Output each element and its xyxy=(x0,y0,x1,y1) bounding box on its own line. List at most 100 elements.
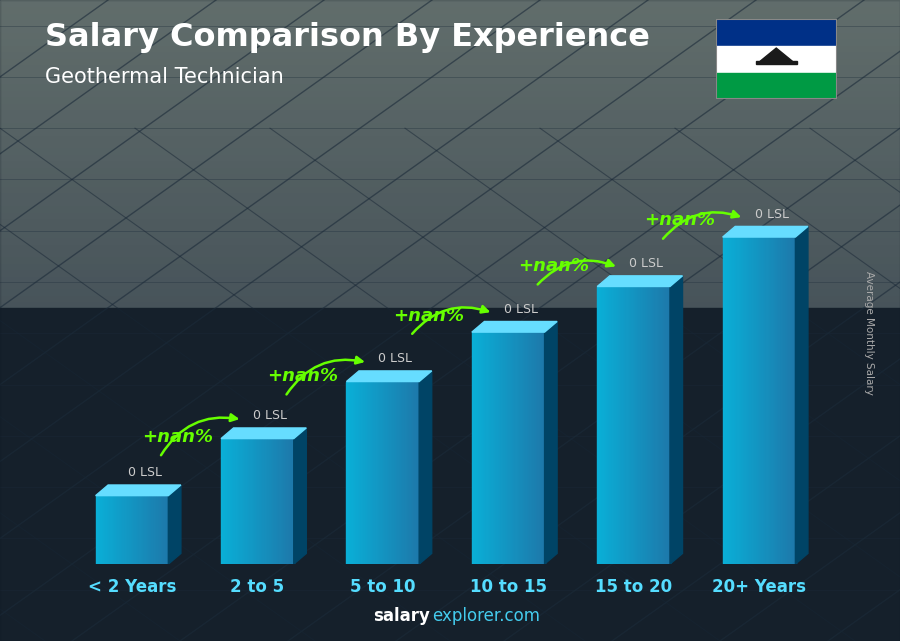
Bar xyxy=(371,381,373,564)
Bar xyxy=(783,237,786,564)
Bar xyxy=(752,237,754,564)
Polygon shape xyxy=(472,322,557,332)
Bar xyxy=(115,495,118,564)
Bar xyxy=(0,179,900,186)
Bar xyxy=(110,495,112,564)
Bar xyxy=(0,96,900,103)
Bar xyxy=(230,438,233,564)
Bar xyxy=(533,332,535,564)
Text: Geothermal Technician: Geothermal Technician xyxy=(45,67,284,87)
Bar xyxy=(0,212,900,218)
Bar xyxy=(274,438,277,564)
Bar xyxy=(790,237,793,564)
Bar xyxy=(289,438,292,564)
Bar xyxy=(0,26,900,32)
Bar xyxy=(103,495,105,564)
Bar xyxy=(402,381,405,564)
Bar xyxy=(523,332,526,564)
Text: +nan%: +nan% xyxy=(644,212,715,229)
Bar xyxy=(0,64,900,71)
Bar xyxy=(223,438,226,564)
Bar xyxy=(392,381,395,564)
Bar xyxy=(246,438,248,564)
Bar xyxy=(638,287,641,564)
Bar xyxy=(734,237,737,564)
Bar xyxy=(489,332,491,564)
Bar xyxy=(740,237,742,564)
Bar xyxy=(253,438,255,564)
Bar xyxy=(641,287,644,564)
Bar xyxy=(0,71,900,77)
Bar xyxy=(292,438,294,564)
Bar xyxy=(750,237,751,564)
Bar xyxy=(158,495,161,564)
Bar xyxy=(284,438,286,564)
Bar xyxy=(472,332,474,564)
Bar xyxy=(233,438,236,564)
Bar xyxy=(95,495,98,564)
Bar xyxy=(778,237,781,564)
Bar xyxy=(148,495,151,564)
Bar xyxy=(665,287,668,564)
Bar xyxy=(351,381,354,564)
Bar xyxy=(151,495,154,564)
Bar xyxy=(484,332,487,564)
Bar xyxy=(286,438,289,564)
Text: 0 LSL: 0 LSL xyxy=(754,208,788,221)
Bar xyxy=(358,381,361,564)
Text: 0 LSL: 0 LSL xyxy=(378,352,412,365)
Bar xyxy=(229,438,230,564)
Bar xyxy=(0,13,900,19)
Bar xyxy=(609,287,612,564)
Bar xyxy=(513,332,516,564)
Bar xyxy=(756,61,796,64)
Bar xyxy=(508,332,511,564)
Bar xyxy=(0,167,900,173)
Bar xyxy=(598,287,599,564)
Bar xyxy=(518,332,520,564)
Bar xyxy=(368,381,371,564)
Bar xyxy=(530,332,533,564)
Text: 0 LSL: 0 LSL xyxy=(504,303,537,316)
Bar xyxy=(634,287,636,564)
Bar xyxy=(602,287,605,564)
Bar xyxy=(349,381,351,564)
Bar xyxy=(397,381,400,564)
Bar xyxy=(744,237,747,564)
Bar xyxy=(716,72,837,99)
Bar xyxy=(474,332,477,564)
Bar xyxy=(0,135,900,141)
Bar xyxy=(535,332,537,564)
Bar xyxy=(655,287,658,564)
Polygon shape xyxy=(796,226,808,564)
Bar xyxy=(626,287,629,564)
Text: Average Monthly Salary: Average Monthly Salary xyxy=(863,271,874,395)
Bar xyxy=(147,495,149,564)
Bar xyxy=(361,381,364,564)
Bar xyxy=(0,224,900,231)
Bar xyxy=(0,173,900,179)
Bar xyxy=(0,103,900,109)
Bar xyxy=(221,438,223,564)
Text: +nan%: +nan% xyxy=(142,428,213,446)
Bar xyxy=(385,381,388,564)
Bar xyxy=(0,256,900,263)
Bar xyxy=(262,438,265,564)
Bar xyxy=(0,192,900,199)
Bar xyxy=(346,381,349,564)
Bar xyxy=(479,332,482,564)
Polygon shape xyxy=(544,322,557,564)
Bar xyxy=(599,287,602,564)
Bar xyxy=(144,495,147,564)
Bar xyxy=(0,288,900,295)
Bar xyxy=(0,0,900,320)
Bar xyxy=(486,332,489,564)
Polygon shape xyxy=(95,485,181,495)
Bar xyxy=(356,381,359,564)
Bar xyxy=(0,147,900,154)
Bar xyxy=(0,45,900,51)
Bar xyxy=(0,77,900,83)
Bar xyxy=(137,495,139,564)
Bar xyxy=(540,332,543,564)
Bar xyxy=(378,381,381,564)
